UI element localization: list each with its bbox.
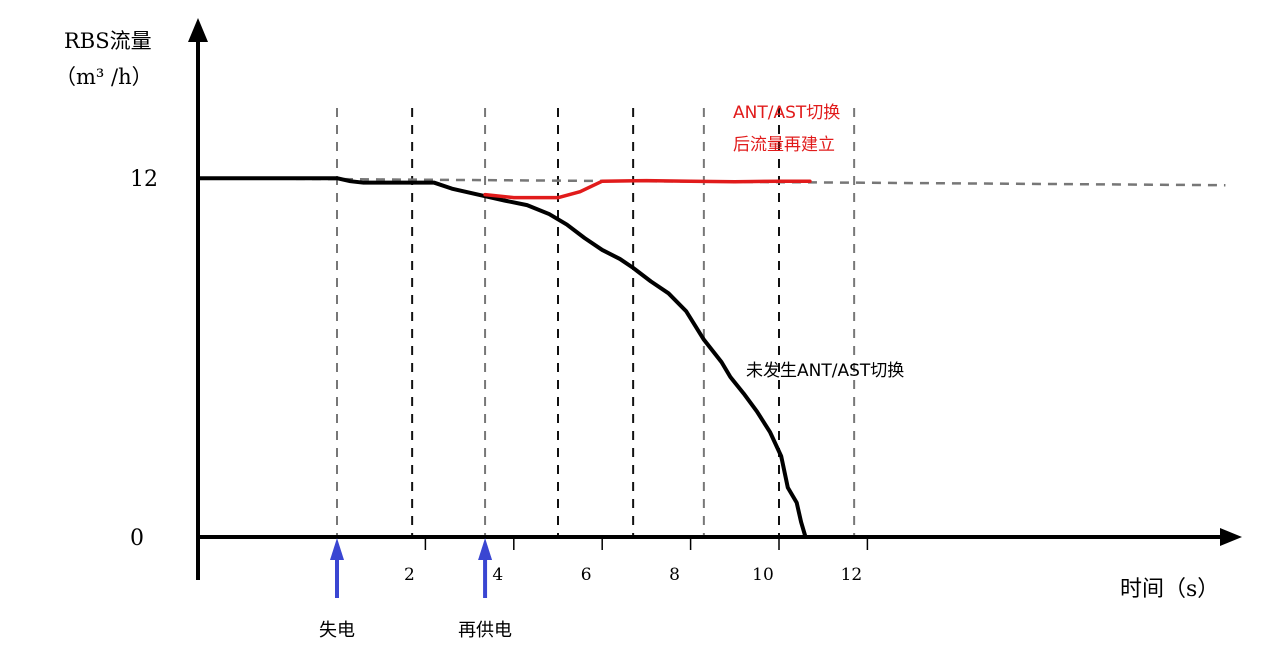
y-tick-labels: 12 0 [130, 167, 158, 551]
x-tick-label-1: 2 [404, 565, 415, 585]
x-axis-title: 时间（s） [1120, 577, 1219, 602]
event-markers: 失电 再供电 [319, 538, 512, 641]
x-axis-arrowhead [1220, 528, 1242, 546]
marker-label-2: 再供电 [458, 620, 512, 641]
series-lines [197, 176, 812, 539]
y-axis-title-line2: （m³ /h） [55, 65, 153, 89]
x-tick-label-6: 12 [841, 565, 863, 585]
series-line-1 [197, 176, 808, 539]
x-tick-labels: 2 4 6 8 10 12 [404, 537, 869, 585]
black-series-label: 未发生ANT/AST切换 [746, 361, 904, 381]
x-tick-label-3: 6 [581, 565, 592, 585]
y-tick-label-2: 0 [130, 526, 144, 551]
x-tick-label-2: 4 [492, 565, 503, 585]
y-axis-arrowhead [188, 18, 208, 42]
red-series-label-line2: 后流量再建立 [733, 135, 835, 155]
y-axis-title-line1: RBS流量 [64, 29, 152, 53]
y-tick-label-1: 12 [130, 167, 158, 192]
red-series-label-line1: ANT/AST切换 [733, 103, 840, 123]
series-line-2 [483, 178, 812, 200]
x-tick-label-5: 10 [752, 565, 774, 585]
marker-arrow-head-2 [478, 538, 493, 560]
marker-arrow-head-1 [330, 538, 344, 560]
vertical-gridlines [336, 108, 856, 535]
marker-label-1: 失电 [319, 620, 355, 641]
x-tick-label-4: 8 [669, 565, 680, 585]
